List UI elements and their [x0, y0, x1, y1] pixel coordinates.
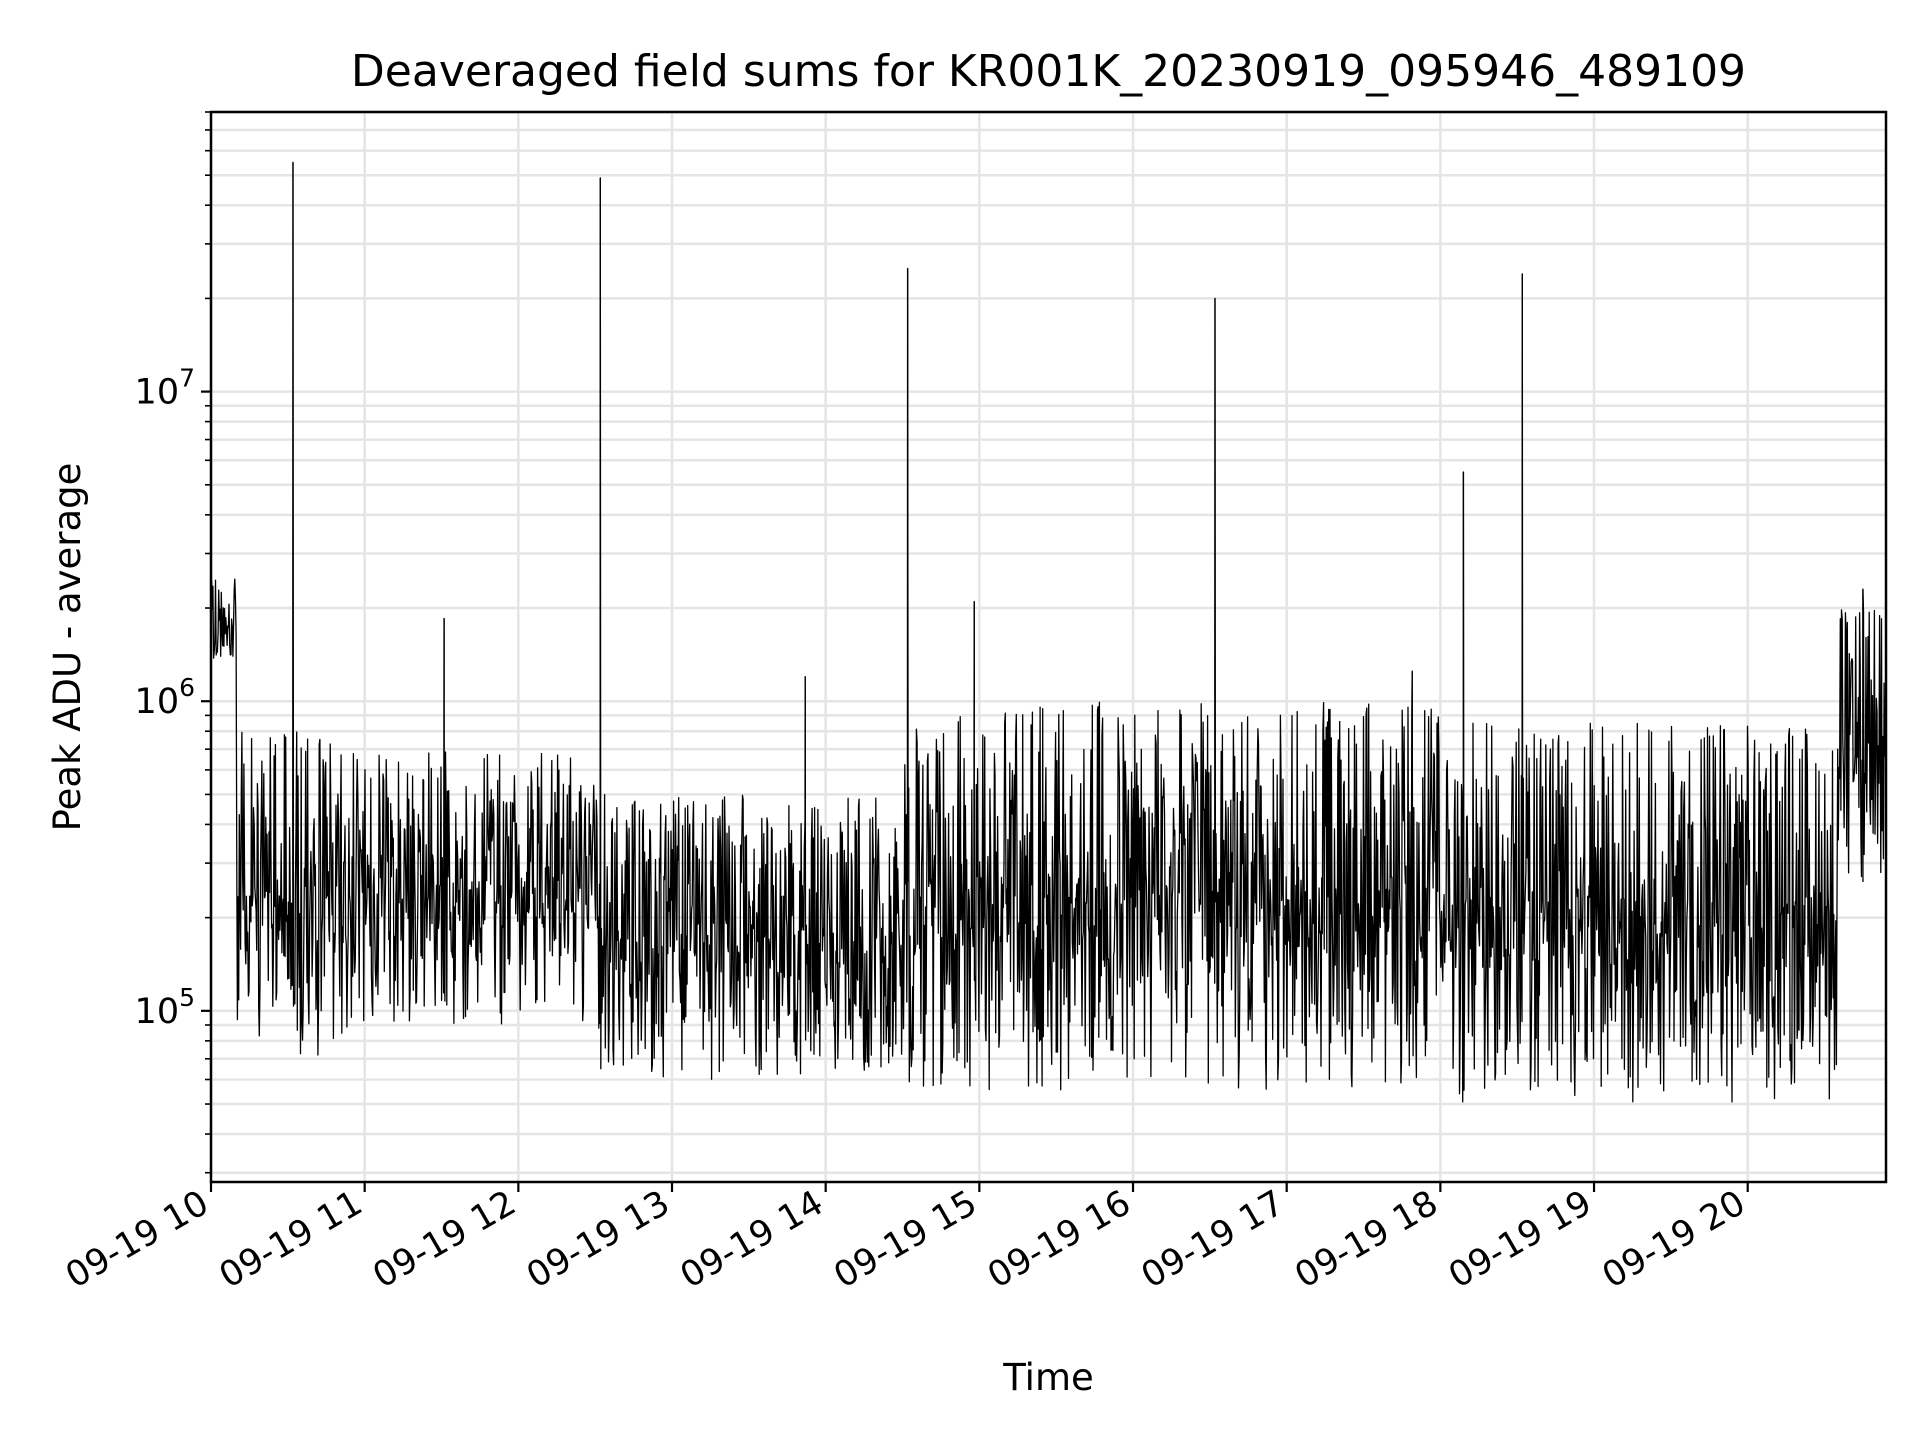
- y-tick-label: 106: [135, 673, 195, 722]
- x-axis-label: Time: [1002, 1356, 1094, 1399]
- series-line: [210, 161, 1887, 1103]
- plot-frame: [209, 110, 1888, 1184]
- series-deaveraged-field-sums: [210, 161, 1887, 1103]
- y-axis-label: Peak ADU - average: [46, 463, 89, 832]
- y-tick-label: 105: [135, 983, 195, 1032]
- y-tick-label: 107: [135, 364, 195, 413]
- chart-title: Deaveraged field sums for KR001K_2023091…: [351, 46, 1746, 97]
